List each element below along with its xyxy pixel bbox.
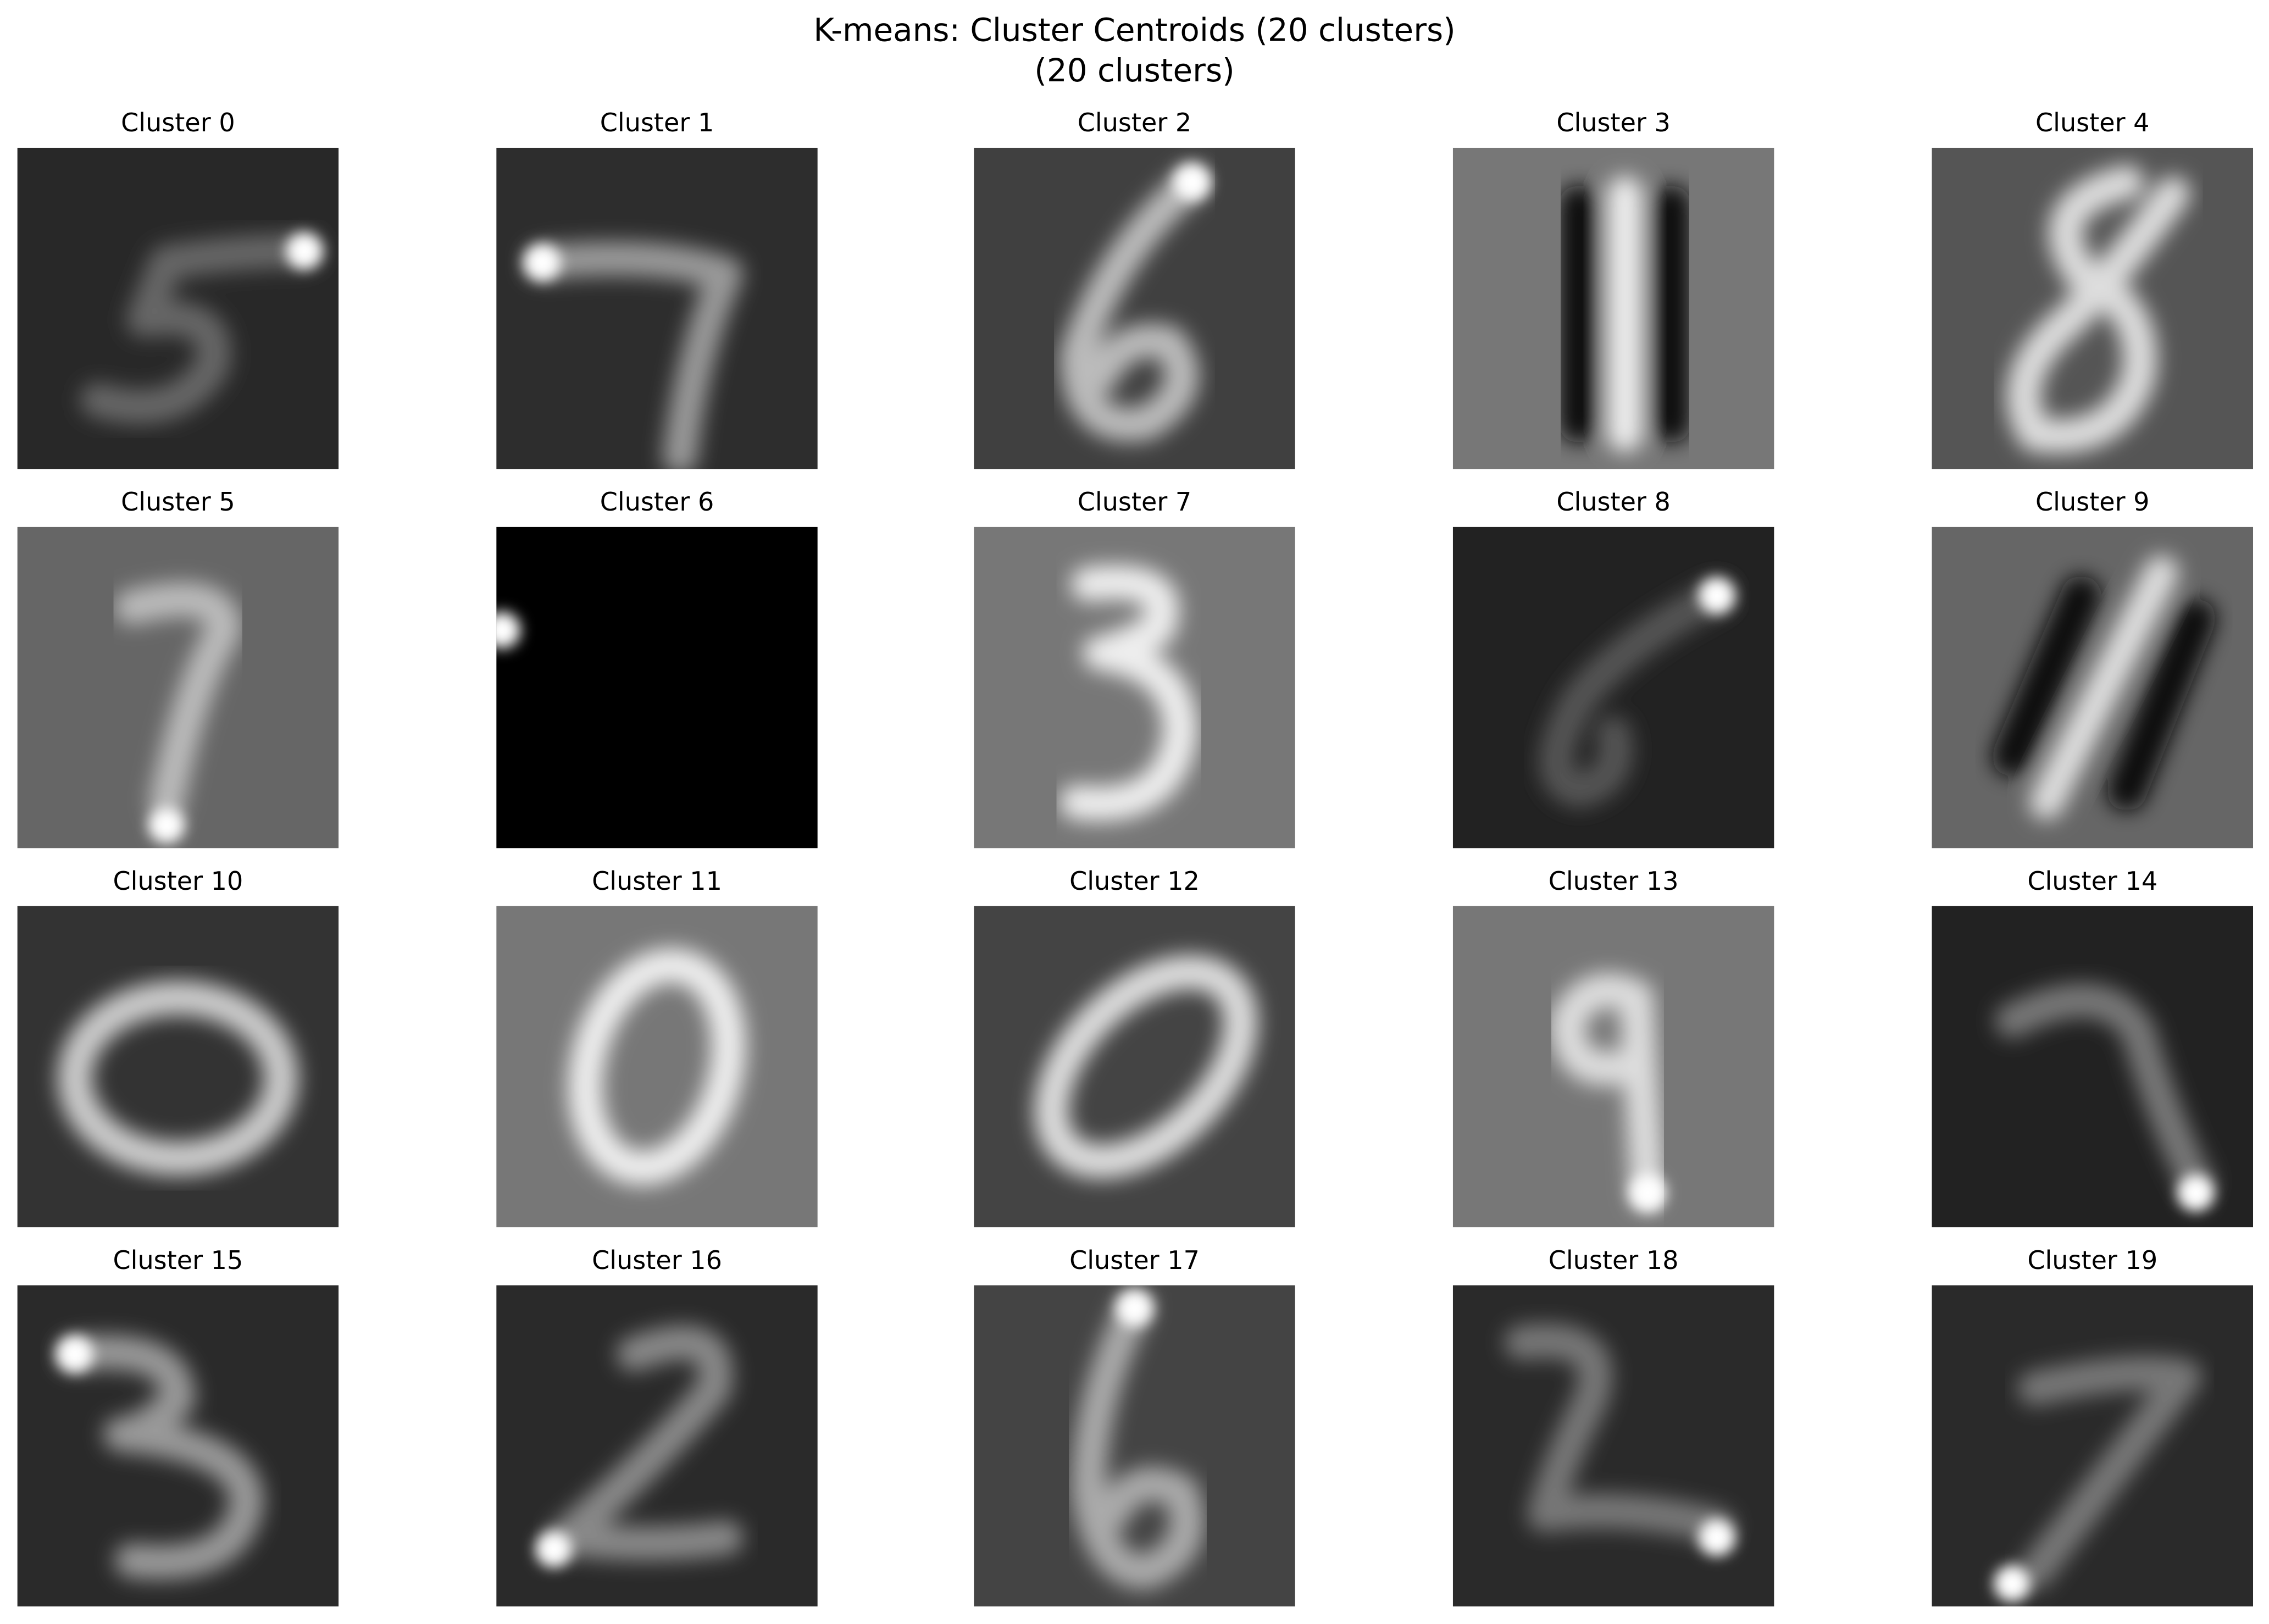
centroid-image <box>496 526 818 849</box>
figure-title: K-means: Cluster Centroids (20 clusters) <box>813 11 1456 48</box>
centroid-image <box>496 1285 818 1607</box>
centroid-image <box>1932 1285 2254 1607</box>
panel-title: Cluster 3 <box>1556 108 1671 137</box>
panel-title: Cluster 17 <box>1069 1245 1200 1275</box>
centroid-image <box>496 906 818 1228</box>
centroid-image <box>496 147 818 469</box>
panel-title: Cluster 15 <box>113 1245 243 1275</box>
centroid-image <box>1452 526 1774 849</box>
panel-title: Cluster 11 <box>592 866 722 896</box>
panel-title: Cluster 8 <box>1556 487 1671 517</box>
panel-title: Cluster 13 <box>1549 866 1679 896</box>
panel-title: Cluster 10 <box>113 866 243 896</box>
panel-title: Cluster 14 <box>2027 866 2157 896</box>
centroid-image <box>1452 906 1774 1228</box>
centroid-image <box>974 147 1295 469</box>
centroid-image <box>974 1285 1295 1607</box>
centroid-image <box>1932 147 2254 469</box>
panel-title: Cluster 5 <box>121 487 235 517</box>
centroid-image <box>1452 147 1774 469</box>
panel-title: Cluster 2 <box>1078 108 1192 137</box>
panel-title: Cluster 16 <box>592 1245 722 1275</box>
centroid-image <box>17 906 339 1228</box>
centroid-image <box>974 906 1295 1228</box>
panel-title: Cluster 0 <box>121 108 235 137</box>
centroid-image <box>17 526 339 849</box>
centroid-image <box>1452 1285 1774 1607</box>
panel-title: Cluster 12 <box>1069 866 1200 896</box>
centroid-image <box>974 526 1295 849</box>
panel-title: Cluster 6 <box>600 487 714 517</box>
panel-title: Cluster 7 <box>1078 487 1192 517</box>
panel-title: Cluster 9 <box>2035 487 2150 517</box>
centroid-image <box>1932 526 2254 849</box>
figure-subtitle: (20 clusters) <box>1034 52 1234 89</box>
centroid-image <box>17 1285 339 1607</box>
panel-title: Cluster 1 <box>600 108 714 137</box>
panel-title: Cluster 18 <box>1549 1245 1679 1275</box>
centroid-image <box>17 147 339 469</box>
panel-title: Cluster 4 <box>2035 108 2150 137</box>
panel-title: Cluster 19 <box>2027 1245 2157 1275</box>
centroid-image <box>1932 906 2254 1228</box>
